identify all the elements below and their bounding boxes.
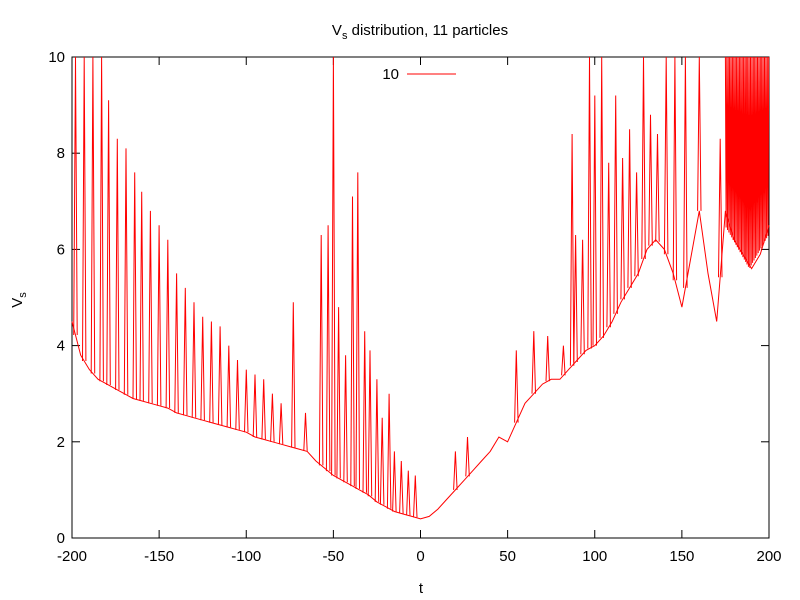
y-axis-label-main: V: [9, 298, 26, 308]
series-spike: [465, 436, 470, 477]
legend-label: 10: [382, 66, 399, 83]
series-spike: [90, 56, 96, 374]
series-spike: [620, 157, 625, 300]
series-spike: [613, 95, 618, 314]
series-spike: [697, 56, 702, 211]
series-spike: [148, 210, 153, 404]
y-tick-label: 10: [48, 49, 65, 66]
y-tick-label: 4: [57, 338, 65, 355]
series-spike: [343, 355, 348, 483]
x-tick-label: -100: [231, 548, 261, 565]
series-spike: [663, 56, 669, 255]
x-axis-label: t: [419, 580, 424, 597]
series-spike: [355, 172, 360, 489]
series-spike: [648, 114, 653, 246]
x-tick-label: -200: [57, 548, 87, 565]
series-spike: [82, 56, 87, 362]
chart-title-main: V: [332, 22, 342, 39]
series-spike: [139, 191, 144, 401]
series-spike: [115, 138, 120, 390]
x-tick-label: -150: [144, 548, 174, 565]
series-spike: [73, 56, 78, 336]
x-tick-label: 0: [416, 548, 424, 565]
series-spike: [406, 470, 411, 516]
series-spike: [261, 379, 266, 440]
tick-group: -200 -150 -100 -50 0 50 100 150 200 0 2 4 6 8 10: [48, 49, 781, 565]
series-line: [71, 210, 770, 520]
series-spike: [132, 172, 137, 400]
series-spike: [683, 56, 688, 288]
x-tick-label: 50: [499, 548, 516, 565]
x-tick-label: 200: [756, 548, 781, 565]
series-spike: [374, 379, 380, 502]
series-spike: [291, 302, 296, 448]
series-spike: [200, 316, 205, 421]
series-spike: [174, 273, 179, 413]
y-tick-label: 8: [57, 145, 65, 162]
series-spike: [156, 225, 162, 406]
series-spike: [165, 239, 171, 409]
y-tick-label: 2: [57, 434, 65, 451]
y-tick-label: 0: [57, 530, 65, 547]
series-spike: [392, 451, 397, 512]
series-spike: [209, 321, 214, 423]
series-spike: [580, 239, 585, 355]
series-spike: [350, 196, 355, 487]
series-spike: [336, 307, 341, 479]
y-axis-label: Vs: [9, 292, 29, 308]
series-spike: [573, 234, 578, 363]
series-spike: [106, 100, 111, 386]
series-spike: [672, 56, 678, 281]
series-spike: [399, 460, 404, 514]
series-spike: [561, 345, 566, 376]
series-spike: [718, 138, 723, 278]
series-spike: [386, 393, 392, 509]
series-spike: [183, 287, 188, 416]
series-spike: [627, 129, 632, 288]
series-spike: [244, 369, 249, 433]
series-spike: [592, 95, 597, 346]
series-spike: [453, 451, 458, 490]
series-spike: [252, 374, 258, 438]
series-spike: [226, 345, 232, 428]
chart-title-rest: distribution, 11 particles: [347, 22, 508, 39]
series-spike: [606, 162, 611, 328]
series-spike: [235, 359, 240, 430]
series-spike: [217, 326, 223, 426]
series-spike: [191, 302, 197, 418]
series-spike: [318, 234, 324, 466]
legend: 10: [382, 66, 456, 83]
series-spike: [634, 172, 639, 277]
series-spike: [331, 56, 336, 476]
x-tick-label: -50: [323, 548, 345, 565]
series-spike: [641, 56, 646, 260]
series-spike: [569, 133, 575, 366]
series-spike: [379, 417, 385, 505]
series-spike: [599, 56, 604, 338]
series-spike: [362, 331, 367, 493]
chart-title: Vs distribution, 11 particles: [332, 22, 508, 42]
y-axis-label-sub: s: [17, 292, 29, 298]
series-layer: [71, 56, 770, 520]
series-spike: [303, 412, 308, 451]
series-spike: [99, 56, 104, 382]
series-spike: [514, 350, 519, 423]
series-spike: [655, 133, 660, 242]
x-tick-label: 150: [669, 548, 694, 565]
x-tick-label: 100: [582, 548, 607, 565]
series-spike: [367, 350, 373, 497]
y-tick-label: 6: [57, 241, 65, 258]
series-spike: [545, 335, 550, 382]
series-spike: [325, 225, 331, 472]
series-spike: [270, 393, 275, 442]
series-spike: [123, 148, 129, 395]
series-dense-oscillation: [724, 56, 770, 268]
chart-title-sub: s: [342, 30, 348, 42]
series-spike: [413, 475, 418, 518]
series-spike: [531, 331, 536, 394]
series-spike: [278, 403, 284, 445]
series-spike: [587, 56, 592, 349]
